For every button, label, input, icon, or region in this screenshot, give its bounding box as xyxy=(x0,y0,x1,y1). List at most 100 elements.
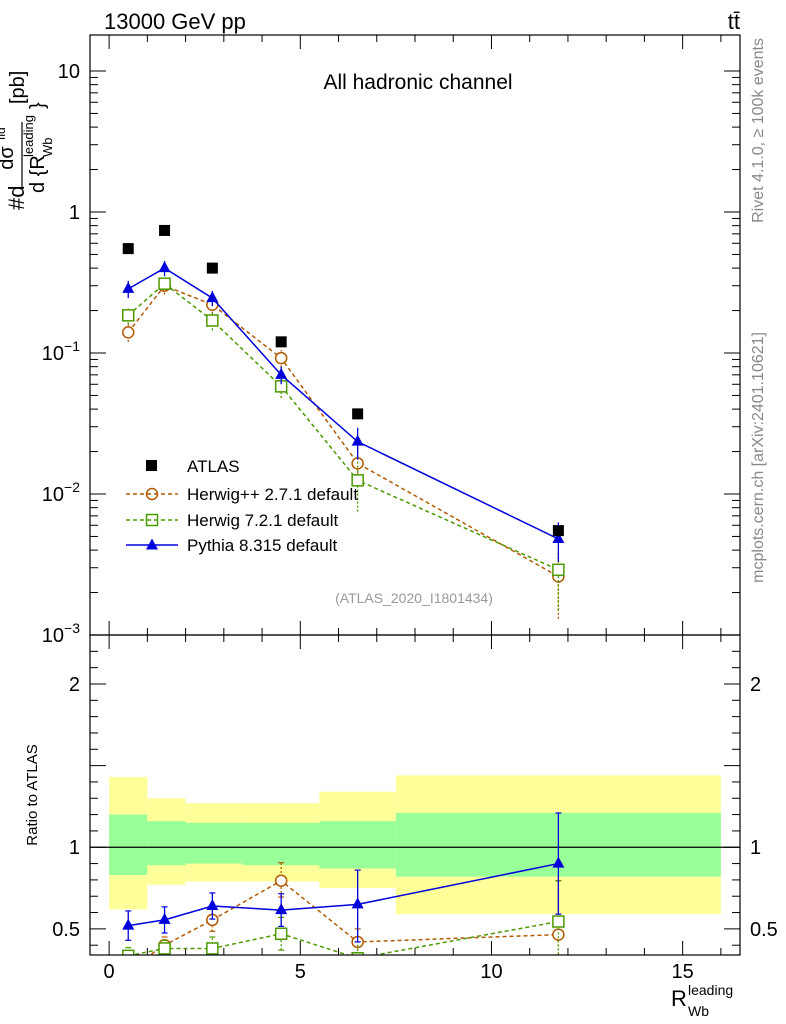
ratio-point-pythia xyxy=(158,912,171,924)
ratio-line-herwig7 xyxy=(128,920,559,955)
point-pythia xyxy=(552,531,565,543)
point-herwig7 xyxy=(158,277,171,290)
point-herwig7 xyxy=(552,563,565,577)
y-label-den-sub: Wb xyxy=(40,138,55,158)
ratio-y-label: Ratio to ATLAS xyxy=(24,744,41,845)
point-pythia xyxy=(206,291,219,303)
point-pythia xyxy=(275,367,288,379)
chart-title: All hadronic channel xyxy=(323,71,512,94)
data-point-atlas xyxy=(122,243,134,255)
ratio-point-pythia xyxy=(552,856,565,868)
x-tick-label: 10 xyxy=(480,961,502,983)
mcplots-label: mcplots.cern.ch [arXiv:2401.10621] xyxy=(750,332,767,583)
data-point-atlas xyxy=(275,336,287,348)
ratio-series xyxy=(121,812,565,975)
main-ticks: 10 1 10−1 10−2 10−3 xyxy=(42,35,740,647)
y-label-unit: [pb] xyxy=(7,71,29,104)
y-tick-label: 10−1 xyxy=(42,338,80,365)
x-label-sub: Wb xyxy=(688,1003,709,1019)
data-point-atlas xyxy=(206,262,218,274)
legend-entry-atlas: ATLAS xyxy=(146,457,240,476)
ratio-tick-label-right: 2 xyxy=(750,674,761,696)
ratio-band-inner xyxy=(242,822,320,866)
analysis-id: (ATLAS_2020_I1801434) xyxy=(335,590,493,606)
legend-label-atlas: ATLAS xyxy=(187,457,240,476)
ratio-point-herwig7 xyxy=(121,949,135,955)
ratio-point-herwig7 xyxy=(552,915,565,928)
legend: ATLAS Herwig++ 2.7.1 default Herwig 7.2.… xyxy=(126,457,358,555)
ratio-point-herwig7 xyxy=(158,942,171,955)
ratio-band-inner xyxy=(319,821,396,869)
x-tick-label: 15 xyxy=(672,961,694,983)
series-line-herwigpp xyxy=(127,284,559,578)
point-herwigpp xyxy=(274,351,288,365)
point-pythia xyxy=(351,434,364,446)
ratio-tick-label: 1 xyxy=(69,837,80,859)
x-axis-label: R Wb leading xyxy=(671,982,733,1019)
ratio-point-herwig7 xyxy=(206,942,219,955)
legend-marker-atlas xyxy=(146,460,157,471)
legend-marker-herwigpp xyxy=(145,487,159,501)
ratio-point-herwigpp xyxy=(123,964,134,975)
y-label-den-post: } xyxy=(27,102,49,109)
data-point-atlas xyxy=(352,408,364,420)
series-line-herwig7 xyxy=(127,282,559,571)
y-tick-label: 10−2 xyxy=(42,479,80,506)
energy-label: 13000 GeV pp xyxy=(104,9,246,34)
legend-label-pythia: Pythia 8.315 default xyxy=(187,536,338,555)
ratio-tick-label-right: 1 xyxy=(750,837,761,859)
point-herwig7 xyxy=(121,309,135,322)
y-label-den-pre: d {R xyxy=(27,155,49,193)
ratio-point-herwigpp xyxy=(552,928,565,941)
y-tick-label: 10−3 xyxy=(42,620,80,647)
main-panel: 10 1 10−1 10−2 10−3 All hadronic channel (AT… xyxy=(0,34,741,647)
ratio-point-herwig7 xyxy=(274,927,288,941)
ratio-point-pythia xyxy=(275,903,288,915)
point-pythia xyxy=(158,261,171,273)
y-label-num: dσ xyxy=(0,146,18,170)
x-label-base: R xyxy=(671,986,687,1011)
series-line-pythia xyxy=(127,267,559,540)
point-herwig7 xyxy=(351,474,364,487)
ratio-ticks: 0 5 10 15 2 2 1 1 0.5 0.5 xyxy=(52,634,778,983)
ratio-point-herwig7 xyxy=(351,952,364,955)
point-pythia xyxy=(122,281,135,293)
point-herwigpp xyxy=(121,326,135,339)
process-label: tt̄ xyxy=(728,9,740,34)
y-label-den-sup: leading xyxy=(21,115,36,157)
data-point-atlas xyxy=(159,224,171,236)
ratio-tick-label: 2 xyxy=(69,674,80,696)
x-label-sup: leading xyxy=(688,982,733,998)
y-label-num-sup: fid xyxy=(0,127,8,140)
legend-marker-pythia xyxy=(146,538,158,550)
ratio-point-herwigpp xyxy=(274,874,288,887)
ratio-point-pythia xyxy=(206,899,219,911)
legend-label-herwig7: Herwig 7.2.1 default xyxy=(187,511,338,530)
x-tick-label: 0 xyxy=(104,961,115,983)
ratio-frame xyxy=(89,634,741,956)
x-tick-label: 5 xyxy=(295,961,306,983)
ratio-point-pythia xyxy=(351,897,364,909)
ratio-band-inner xyxy=(185,822,243,864)
legend-entry-herwig7: Herwig 7.2.1 default xyxy=(126,511,338,530)
ratio-band-inner xyxy=(109,814,148,875)
ratio-tick-label-right: 0.5 xyxy=(750,919,778,941)
main-series xyxy=(121,224,565,619)
legend-entry-pythia: Pythia 8.315 default xyxy=(126,536,338,555)
y-axis-label: #d dσ fid d {R Wb leading } [pb] xyxy=(0,71,55,210)
legend-entry-herwigpp: Herwig++ 2.7.1 default xyxy=(126,485,358,504)
rivet-version-label: Rivet 4.1.0, ≥ 100k events xyxy=(750,38,767,223)
point-herwig7 xyxy=(206,314,219,327)
y-tick-label: 10 xyxy=(58,61,80,83)
y-label-pre: #d xyxy=(4,186,29,210)
ratio-tick-label: 0.5 xyxy=(52,919,80,941)
ratio-panel: 0 5 10 15 2 2 1 1 0.5 0.5 Ratio to ATLAS xyxy=(24,634,778,983)
ratio-band-inner xyxy=(147,821,186,866)
ratio-point-pythia xyxy=(122,918,135,930)
y-tick-label: 1 xyxy=(69,202,80,224)
legend-marker-herwig7 xyxy=(145,513,159,527)
ratio-line-pythia xyxy=(128,862,559,927)
data-point-atlas xyxy=(552,525,564,537)
legend-label-herwigpp: Herwig++ 2.7.1 default xyxy=(187,485,358,504)
